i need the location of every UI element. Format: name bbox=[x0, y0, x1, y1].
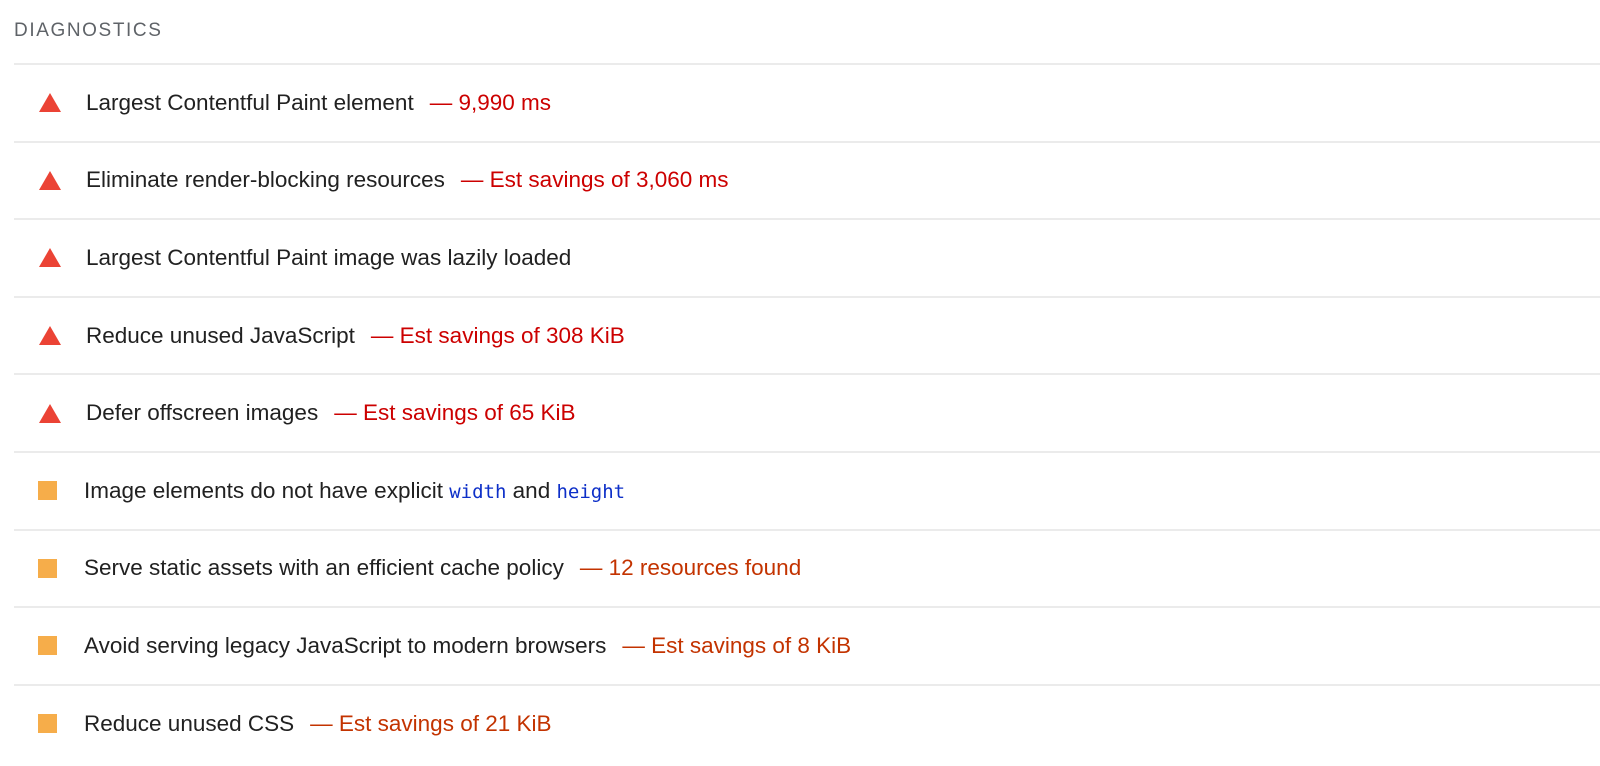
triangle-icon bbox=[39, 170, 61, 190]
audit-row[interactable]: Defer offscreen images — Est savings of 6… bbox=[14, 373, 1600, 451]
audit-title: Reduce unused CSS bbox=[84, 710, 295, 736]
code-width: width bbox=[449, 480, 507, 503]
audit-display-value: — Est savings of 3,060 ms bbox=[460, 167, 729, 193]
audit-title: Serve static assets with an efficient ca… bbox=[84, 555, 564, 581]
square-icon bbox=[37, 481, 57, 501]
triangle-icon bbox=[39, 403, 61, 423]
audit-title: Avoid serving legacy JavaScript to moder… bbox=[84, 632, 607, 658]
audit-row[interactable]: Eliminate render-blocking resources — Est… bbox=[14, 140, 1600, 219]
audit-title: Largest Contentful Paint element bbox=[86, 89, 414, 115]
audit-display-value: — Est savings of 21 KiB bbox=[310, 710, 552, 736]
audit-row[interactable]: Largest Contentful Paint image was lazil… bbox=[14, 218, 1600, 296]
triangle-icon bbox=[39, 248, 61, 268]
triangle-icon bbox=[39, 326, 61, 346]
audit-row[interactable]: Avoid serving legacy JavaScript to moder… bbox=[14, 606, 1600, 684]
audit-title: Largest Contentful Paint image was lazil… bbox=[86, 244, 572, 270]
square-icon bbox=[37, 558, 57, 578]
audit-row[interactable]: Reduce unused CSS — Est savings of 21 KiB bbox=[14, 683, 1600, 762]
audit-display-value: — Est savings of 65 KiB bbox=[334, 400, 576, 426]
audit-display-value: — 9,990 ms bbox=[429, 89, 552, 115]
audit-title: Defer offscreen images bbox=[86, 400, 319, 426]
square-icon bbox=[37, 636, 57, 656]
audit-row[interactable]: Serve static assets with an efficient ca… bbox=[14, 528, 1600, 607]
audit-row[interactable]: Image elements do not have explicit widt… bbox=[14, 450, 1600, 529]
audit-display-value: — Est savings of 8 KiB bbox=[622, 632, 852, 658]
audit-display-value: — Est savings of 308 KiB bbox=[370, 322, 625, 348]
audit-row[interactable]: Reduce unused JavaScript — Est savings of… bbox=[14, 295, 1600, 374]
audit-display-value: — 12 resources found bbox=[579, 555, 802, 581]
section-title: DIAGNOSTICS bbox=[14, 20, 163, 41]
audit-title: Reduce unused JavaScript bbox=[86, 322, 355, 348]
square-icon bbox=[37, 714, 57, 734]
audit-list: Largest Contentful Paint element — 9,990 … bbox=[14, 63, 1600, 761]
code-height: height bbox=[556, 480, 626, 503]
title-text: Image elements do not have explicit bbox=[84, 477, 450, 503]
triangle-icon bbox=[39, 93, 61, 113]
audit-title: Image elements do not have explicit widt… bbox=[84, 478, 625, 504]
audit-row[interactable]: Largest Contentful Paint element — 9,990 … bbox=[14, 63, 1600, 141]
audit-title: Eliminate render-blocking resources bbox=[86, 167, 445, 193]
title-text: and bbox=[506, 477, 557, 503]
